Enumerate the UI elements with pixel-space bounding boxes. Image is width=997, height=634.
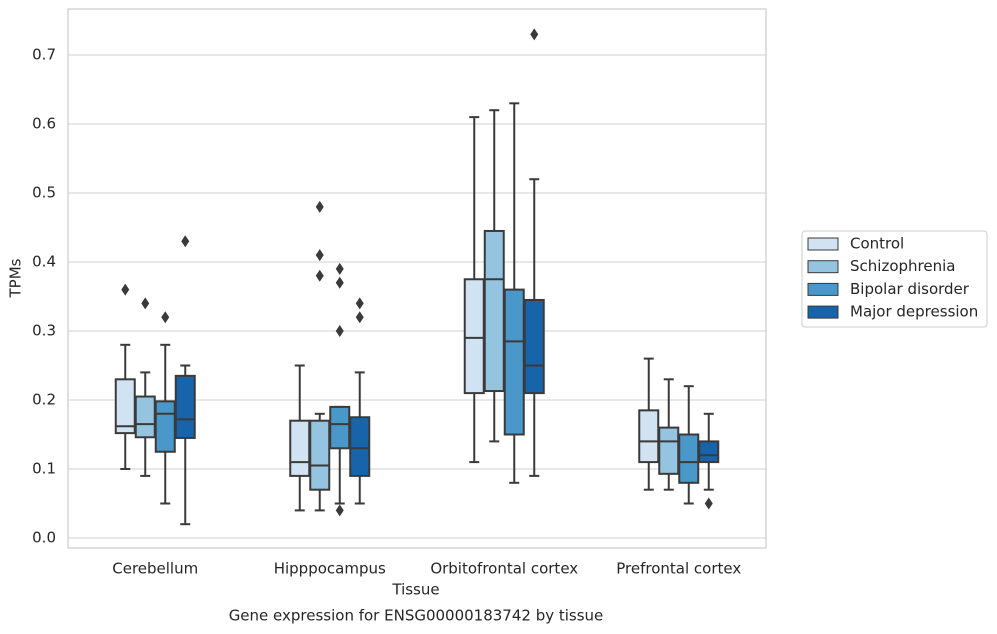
legend-label: Bipolar disorder [850,280,970,298]
box [638,409,660,464]
box [503,288,525,436]
x-tick-label: Orbitofrontal cortex [430,560,578,578]
box [329,405,351,450]
legend-label: Control [850,235,904,253]
flier [335,325,344,338]
box [658,426,680,475]
flier [530,28,539,41]
y-tick-label: 0.4 [32,253,56,271]
box [483,229,505,393]
legend-label: Schizophrenia [850,257,955,275]
flier [355,297,364,310]
legend-label: Major depression [850,303,978,321]
x-tick-label: Cerebellum [112,560,198,578]
flier [121,283,130,296]
flier [315,249,324,262]
box [289,419,311,477]
box [134,395,156,439]
flier [335,276,344,289]
legend-swatch [807,237,839,251]
y-tick-label: 0.0 [32,528,56,546]
legend-swatch [807,305,839,319]
legend-swatch [807,282,839,296]
y-tick-label: 0.6 [32,115,56,133]
flier [315,200,324,213]
y-tick-label: 0.2 [32,391,56,409]
y-tick-label: 0.1 [32,459,56,477]
y-tick-label: 0.7 [32,46,56,64]
box [698,440,720,464]
legend [801,230,988,328]
box [154,400,176,453]
flier [355,311,364,324]
y-axis-label: TPMs [7,258,25,298]
box [114,378,136,435]
x-tick-label: Hipppocampus [274,560,386,578]
flier [335,262,344,275]
box [678,433,700,484]
flier [161,311,170,324]
box [349,416,371,477]
flier [315,269,324,282]
x-tick-label: Prefrontal cortex [616,560,741,578]
y-tick-label: 0.3 [32,322,56,340]
x-axis-label: Tissue [391,581,439,599]
legend-swatch [807,260,839,274]
box [463,278,485,395]
flier [181,235,190,248]
chart-title: Gene expression for ENSG00000183742 by t… [229,607,604,625]
flier [141,297,150,310]
y-tick-label: 0.5 [32,184,56,202]
box [174,374,196,439]
box [523,298,545,395]
box [309,419,331,491]
flier [704,497,713,510]
flier [335,504,344,517]
